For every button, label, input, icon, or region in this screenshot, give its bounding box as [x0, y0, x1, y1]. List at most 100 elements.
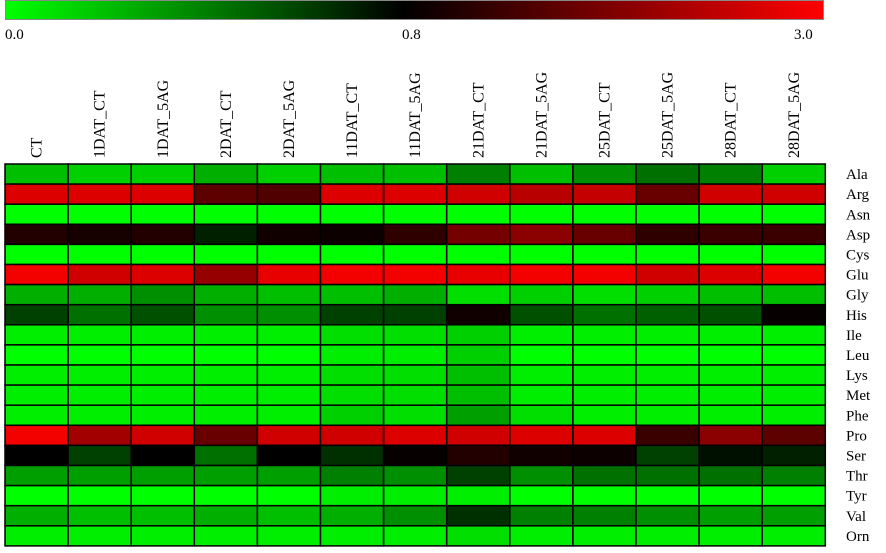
heatmap-cell	[509, 183, 574, 205]
heatmap-cell	[572, 484, 637, 507]
heatmap-cell	[572, 525, 637, 547]
heatmap-cell	[761, 484, 827, 507]
heatmap-cell	[761, 263, 827, 286]
heatmap-cell	[130, 324, 196, 346]
heatmap-cell	[761, 424, 827, 447]
heatmap-cell	[319, 344, 385, 366]
heatmap-cell	[572, 364, 637, 386]
heatmap-cell	[698, 525, 763, 547]
heatmap-cell	[445, 283, 511, 306]
heatmap-cell	[130, 424, 196, 447]
heatmap-cell	[193, 404, 259, 427]
heatmap-cell	[761, 324, 827, 346]
heatmap-cell	[130, 163, 196, 185]
heatmap-cell	[4, 183, 69, 205]
heatmap-cell	[67, 364, 132, 386]
heatmap-cell	[572, 424, 637, 447]
heatmap-cell	[445, 525, 511, 547]
heatmap-cell	[193, 525, 259, 547]
row-label-ile: Ile	[846, 328, 862, 344]
heatmap-cell	[445, 223, 511, 246]
heatmap-cell	[67, 484, 132, 507]
heatmap-cell	[572, 384, 637, 406]
row-label-lys: Lys	[846, 368, 868, 384]
heatmap-cell	[67, 183, 132, 205]
heatmap-cell	[4, 303, 69, 326]
heatmap-cell	[509, 203, 574, 226]
heatmap-cell	[193, 364, 259, 386]
column-label-25dat-ct: 25DAT_CT	[596, 82, 613, 158]
heatmap-cell	[256, 464, 322, 487]
heatmap-cell	[509, 404, 574, 427]
row-label-phe: Phe	[846, 408, 869, 424]
heatmap-cell	[698, 203, 763, 226]
heatmap-cell	[256, 484, 322, 507]
heatmap-cell	[319, 525, 385, 547]
heatmap-cell	[509, 364, 574, 386]
heatmap-cell	[382, 183, 448, 205]
heatmap-cell	[382, 243, 448, 266]
column-label-ct: CT	[29, 137, 46, 158]
column-label-11dat-ct: 11DAT_CT	[344, 83, 361, 158]
heatmap-cell	[509, 223, 574, 246]
heatmap-cell	[4, 283, 69, 306]
heatmap-cell	[319, 263, 385, 286]
heatmap-cell	[572, 444, 637, 467]
heatmap-cell	[698, 243, 763, 266]
heatmap-cell	[382, 384, 448, 406]
column-label-11dat-5ag: 11DAT_5AG	[407, 72, 424, 158]
heatmap-cell	[509, 484, 574, 507]
heatmap-cell	[67, 384, 132, 406]
heatmap-cell	[698, 484, 763, 507]
heatmap-cell	[761, 344, 827, 366]
heatmap-cell	[67, 263, 132, 286]
heatmap-cell	[445, 364, 511, 386]
heatmap-cell	[572, 223, 637, 246]
heatmap-cell	[635, 424, 700, 447]
heatmap-cell	[67, 504, 132, 527]
heatmap-cell	[509, 504, 574, 527]
heatmap-cell	[509, 344, 574, 366]
heatmap-cell	[382, 404, 448, 427]
heatmap-cell	[319, 424, 385, 447]
heatmap-cell	[572, 163, 637, 185]
heatmap-cell	[445, 243, 511, 266]
heatmap-cell	[572, 504, 637, 527]
heatmap-cell	[698, 424, 763, 447]
column-label-1dat-ct: 1DAT_CT	[92, 90, 109, 158]
heatmap-cell	[382, 525, 448, 547]
heatmap-cell	[382, 484, 448, 507]
heatmap-cell	[130, 283, 196, 306]
heatmap-cell	[509, 243, 574, 266]
heatmap-cell	[4, 525, 69, 547]
heatmap-cell	[698, 364, 763, 386]
row-label-asn: Asn	[846, 207, 871, 223]
heatmap-cell	[635, 504, 700, 527]
heatmap-cell	[382, 263, 448, 286]
heatmap-cell	[761, 303, 827, 326]
heatmap-cell	[4, 504, 69, 527]
heatmap-cell	[193, 223, 259, 246]
heatmap-cell	[319, 364, 385, 386]
heatmap-cell	[130, 203, 196, 226]
column-label-21dat-5ag: 21DAT_5AG	[533, 71, 550, 158]
row-label-asp: Asp	[846, 227, 870, 243]
heatmap-cell	[445, 203, 511, 226]
row-label-ser: Ser	[846, 449, 866, 465]
heatmap-cell	[445, 484, 511, 507]
heatmap-cell	[698, 183, 763, 205]
heatmap-cell	[635, 163, 700, 185]
heatmap-cell	[319, 504, 385, 527]
heatmap-cell	[509, 384, 574, 406]
row-label-ala: Ala	[846, 167, 868, 183]
heatmap-cell	[382, 223, 448, 246]
heatmap-cell	[635, 464, 700, 487]
row-label-cys: Cys	[846, 248, 870, 264]
heatmap-cell	[67, 324, 132, 346]
heatmap-cell	[761, 163, 827, 185]
heatmap-cell	[4, 344, 69, 366]
heatmap-cell	[761, 504, 827, 527]
heatmap-cell	[319, 484, 385, 507]
heatmap-cell	[635, 364, 700, 386]
